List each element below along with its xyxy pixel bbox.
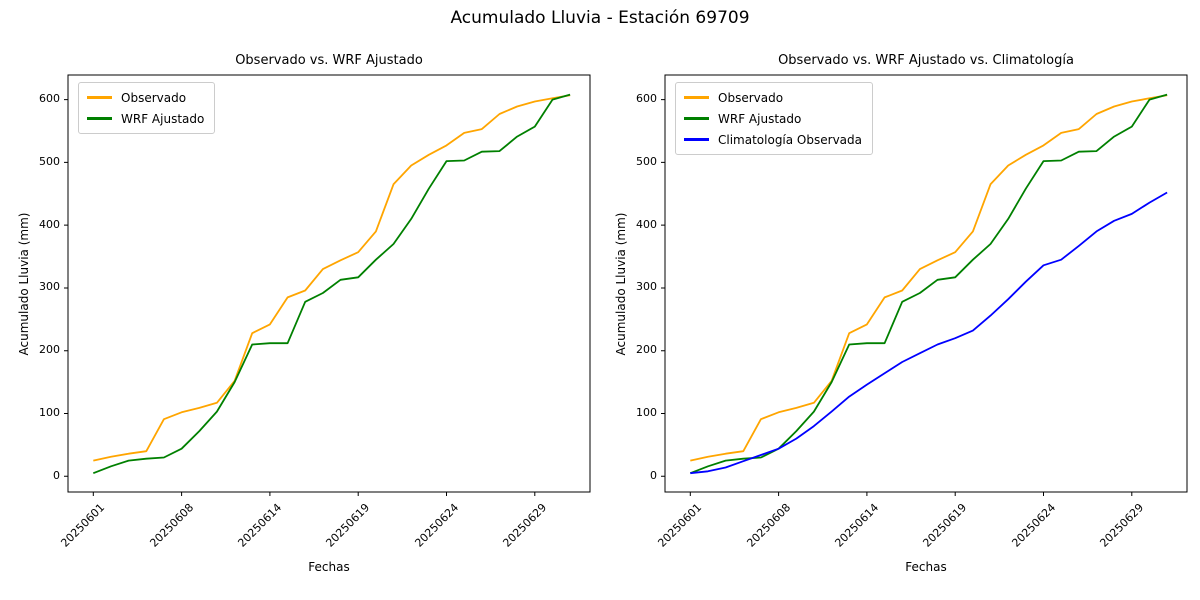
y-tick-label: 500: [39, 154, 60, 168]
y-tick-label: 100: [39, 406, 60, 419]
legend-line-swatch: [684, 138, 709, 141]
figure-title: Acumulado Lluvia - Estación 69709: [450, 8, 750, 28]
y-tick-label: 500: [636, 154, 657, 168]
legend-row: Observado: [684, 87, 862, 108]
y-tick-label: 100: [636, 406, 657, 419]
subplot2-axes-box: [664, 74, 1188, 493]
y-tick-label: 400: [39, 217, 60, 231]
y-tick-label: 200: [636, 343, 657, 357]
legend-label: Climatología Observada: [718, 132, 862, 147]
line-climatolog-a-observada: [690, 191, 1168, 475]
y-tick-label: 300: [636, 280, 657, 294]
legend-label: Observado: [121, 90, 187, 105]
subplot1-legend: Observado WRF Ajustado: [78, 82, 216, 134]
subplot1-title: Observado vs. WRF Ajustado: [235, 53, 423, 68]
y-tick-label: 0: [650, 468, 657, 482]
line-observado: [690, 94, 1168, 462]
subplot2-tick-marks: [661, 99, 1133, 496]
legend-row: Observado: [87, 87, 204, 108]
line-wrf-ajustado: [689, 93, 1168, 475]
subplot2-legend: Observado WRF Ajustado Climatología Observ…: [675, 82, 873, 155]
y-tick-label: 600: [636, 92, 657, 106]
legend-line-swatch: [87, 96, 112, 99]
legend-line-swatch: [684, 96, 709, 99]
legend-row: Climatología Observada: [684, 129, 862, 150]
y-tick-label: 300: [39, 280, 60, 294]
line-observado: [93, 94, 571, 462]
y-tick-label: 400: [636, 217, 657, 231]
legend-row: WRF Ajustado: [87, 108, 204, 129]
legend-label: WRF Ajustado: [718, 111, 802, 126]
subplot1-xlabel: Fechas: [308, 560, 350, 574]
line-wrf-ajustado: [92, 93, 571, 475]
legend-label: Observado: [718, 90, 784, 105]
legend-row: WRF Ajustado: [684, 108, 862, 129]
subplot2-title: Observado vs. WRF Ajustado vs. Climatolo…: [778, 53, 1074, 68]
legend-line-swatch: [87, 117, 112, 120]
legend-line-swatch: [684, 117, 709, 120]
legend-label: WRF Ajustado: [121, 111, 205, 126]
subplot2-xlabel: Fechas: [905, 560, 947, 574]
y-tick-label: 600: [39, 92, 60, 106]
subplot1-tick-marks: [64, 99, 536, 496]
subplot1-axes-box: [67, 74, 591, 493]
y-tick-label: 200: [39, 343, 60, 357]
y-tick-label: 0: [53, 468, 60, 482]
